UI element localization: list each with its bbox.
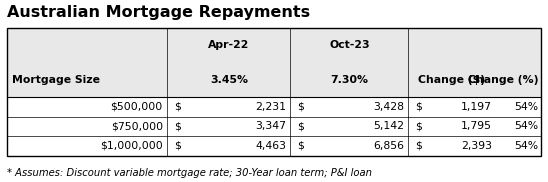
Text: Mortgage Size: Mortgage Size — [12, 75, 100, 85]
Text: 1,197: 1,197 — [461, 102, 492, 112]
Text: 6,856: 6,856 — [373, 141, 404, 151]
Text: $1,000,000: $1,000,000 — [100, 141, 163, 151]
Text: 3,428: 3,428 — [373, 102, 404, 112]
Text: $: $ — [174, 102, 181, 112]
Text: $: $ — [174, 121, 181, 131]
Text: Australian Mortgage Repayments: Australian Mortgage Repayments — [7, 5, 310, 20]
Text: 5,142: 5,142 — [373, 121, 404, 131]
Text: $: $ — [415, 102, 422, 112]
Text: $: $ — [415, 121, 422, 131]
Text: 7.30%: 7.30% — [330, 75, 368, 85]
Text: 2,393: 2,393 — [461, 141, 492, 151]
Text: $: $ — [174, 141, 181, 151]
Text: 4,463: 4,463 — [255, 141, 286, 151]
Text: 54%: 54% — [515, 102, 539, 112]
Text: Apr-22: Apr-22 — [208, 40, 249, 50]
Text: $: $ — [297, 141, 304, 151]
Text: 3.45%: 3.45% — [210, 75, 248, 85]
Text: 54%: 54% — [515, 141, 539, 151]
Text: $750,000: $750,000 — [111, 121, 163, 131]
Text: 1,795: 1,795 — [461, 121, 492, 131]
Text: $: $ — [297, 102, 304, 112]
Text: 3,347: 3,347 — [255, 121, 286, 131]
Text: $: $ — [415, 141, 422, 151]
Text: * Assumes: Discount variable mortgage rate; 30-Year loan term; P&I loan: * Assumes: Discount variable mortgage ra… — [7, 168, 372, 178]
Text: $500,000: $500,000 — [111, 102, 163, 112]
Text: Oct-23: Oct-23 — [329, 40, 370, 50]
Text: Change ($): Change ($) — [418, 75, 485, 85]
Text: Change (%): Change (%) — [468, 75, 539, 85]
Text: $: $ — [297, 121, 304, 131]
Text: 2,231: 2,231 — [255, 102, 286, 112]
Text: 54%: 54% — [515, 121, 539, 131]
